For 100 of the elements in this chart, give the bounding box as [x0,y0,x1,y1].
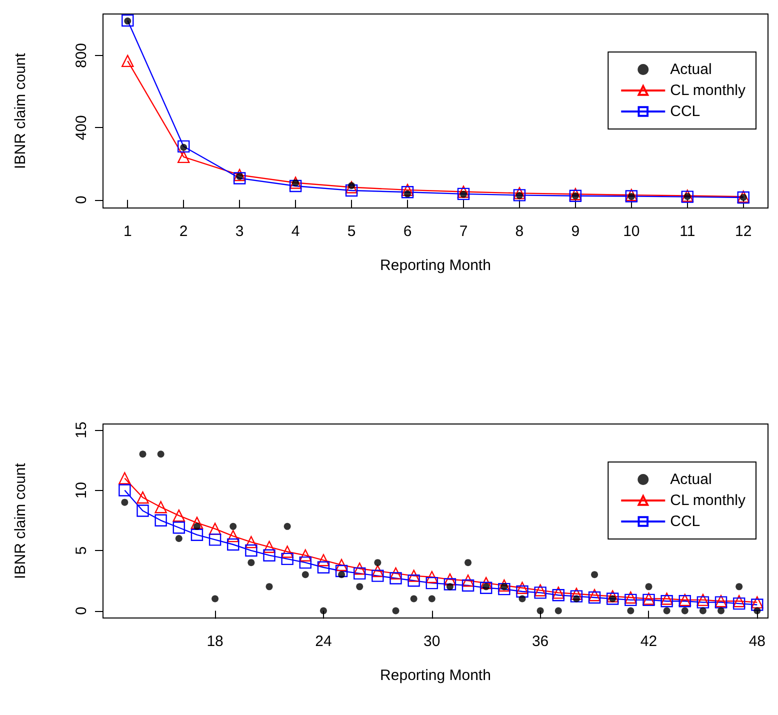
point [480,582,492,594]
x-tick-label: 7 [459,223,468,240]
x-tick-label: 42 [640,633,658,650]
x-tick-label: 11 [680,223,696,240]
x-tick-label: 5 [347,223,356,240]
x-axis-title: Reporting Month [380,667,491,684]
point [660,592,673,605]
y-tick-label: 15 [73,422,90,438]
point [172,522,185,534]
point [401,184,414,196]
x-tick-label: 2 [179,223,188,240]
point [372,564,384,578]
legend-label: Actual [670,471,712,488]
point [516,585,528,598]
point [372,570,384,582]
point [281,546,294,558]
x-tick-label: 3 [235,223,244,240]
point [356,583,364,590]
legend-label: CL monthly [670,492,746,509]
point [754,607,761,614]
point [645,583,652,590]
point [696,596,710,608]
point [696,594,710,606]
point [624,591,637,604]
x-tick-label: 24 [315,633,332,650]
point [345,181,358,194]
point [570,588,583,600]
point [498,582,510,596]
point [289,180,302,192]
point [139,450,146,458]
point [227,538,240,551]
legend-label: CL monthly [670,82,746,99]
x-tick-label: 30 [424,633,440,650]
legend-label: Actual [670,61,712,78]
point [392,607,400,614]
point [390,567,402,580]
point [208,534,222,546]
point [663,607,670,614]
point [457,186,470,198]
point [233,168,246,182]
point [410,595,418,602]
x-tick-label: 1 [123,223,132,240]
point [178,140,190,153]
point [588,591,601,604]
point [190,528,204,541]
point [248,559,255,566]
point [536,607,544,614]
point [444,573,456,586]
point [345,184,358,197]
point [190,516,204,529]
point [233,172,246,184]
point [732,595,746,608]
point [136,504,149,517]
point [480,576,492,590]
point [263,540,276,554]
point [121,498,128,506]
point [426,570,438,584]
x-tick-label: 18 [206,633,224,650]
point [335,564,348,578]
point [518,595,526,602]
point [457,188,470,200]
point [118,484,131,496]
point [444,578,456,590]
point [462,579,474,592]
point [606,592,619,605]
point [266,583,273,590]
point [245,536,258,548]
point [408,570,420,582]
point [122,14,134,27]
point [354,567,366,580]
legend-label: CCL [670,513,700,530]
y-tick-label: 0 [73,606,90,615]
point [570,590,583,602]
point [172,509,185,522]
x-tick-label: 48 [748,633,766,650]
point [464,559,472,566]
point [299,556,312,569]
point [751,598,764,611]
point [681,607,688,614]
point [718,607,725,614]
x-tick-label: 8 [515,223,524,240]
point [335,558,348,572]
point [154,514,167,526]
point [552,586,564,599]
point [401,186,414,198]
point [751,596,764,608]
point [122,54,134,68]
y-tick-label: 0 [73,196,90,204]
x-tick-label: 12 [735,223,752,240]
y-axis-title: IBNR claim count [12,52,29,169]
x-tick-label: 9 [571,223,580,240]
point [320,607,327,614]
point [660,595,673,608]
y-tick-label: 400 [73,115,90,140]
point [175,534,182,542]
y-axis-title: IBNR claim count [12,462,29,579]
point [428,595,436,602]
point [230,522,237,530]
point [263,549,276,562]
legend-label: CCL [670,103,700,120]
